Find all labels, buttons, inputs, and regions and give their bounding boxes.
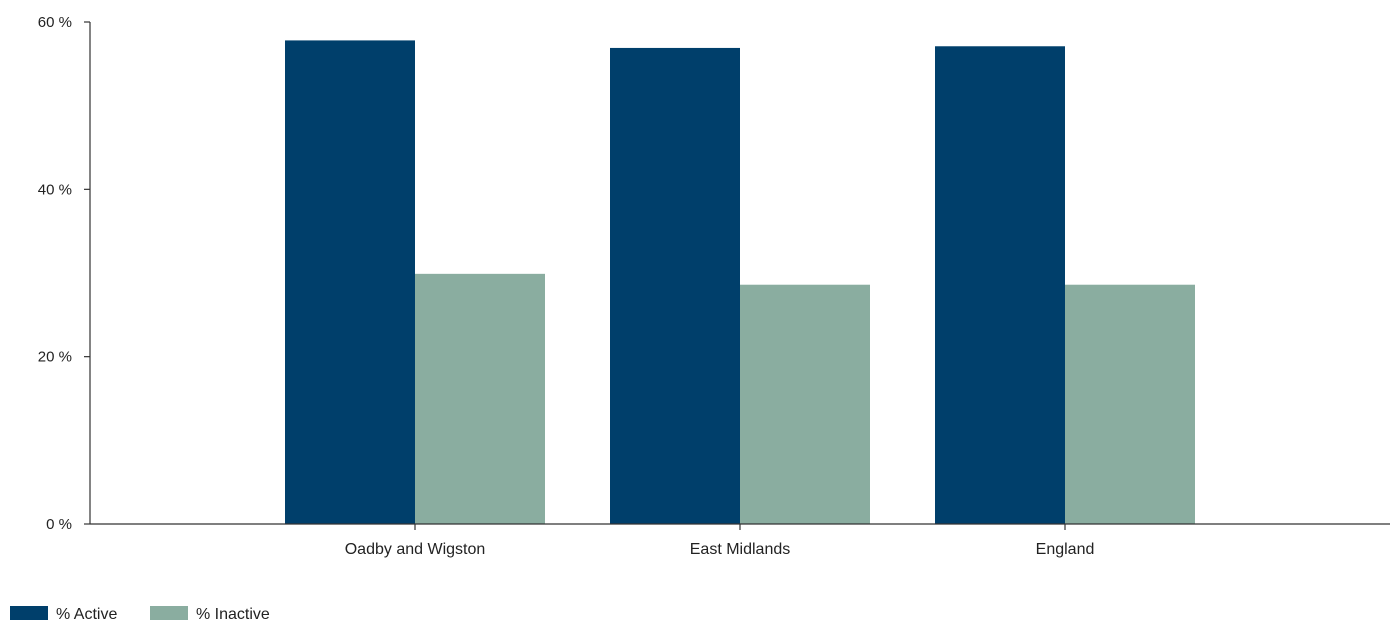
legend-swatch-active xyxy=(10,606,48,620)
legend-label-inactive: % Inactive xyxy=(196,606,270,623)
legend-label-active: % Active xyxy=(56,606,117,623)
bar-active xyxy=(285,40,415,524)
y-tick-label: 60 % xyxy=(38,14,72,31)
bars-group xyxy=(285,40,1195,524)
x-tick-label: England xyxy=(1036,541,1095,558)
bar-inactive xyxy=(415,273,545,524)
y-tick-label: 40 % xyxy=(38,181,72,198)
y-tick-label: 20 % xyxy=(38,349,72,366)
bar-inactive xyxy=(740,284,870,524)
y-tick-label: 0 % xyxy=(46,516,72,533)
y-ticks-group: 0 % 20 % 40 % 60 % xyxy=(38,14,90,533)
bar-active xyxy=(610,47,740,524)
x-tick-label: Oadby and Wigston xyxy=(345,541,486,558)
legend-swatch-inactive xyxy=(150,606,188,620)
bar-inactive xyxy=(1065,284,1195,524)
legend: % Active % Inactive xyxy=(10,606,270,623)
bar-active xyxy=(935,46,1065,524)
x-tick-label: East Midlands xyxy=(690,541,791,558)
x-labels-group: Oadby and Wigston East Midlands England xyxy=(345,524,1095,558)
